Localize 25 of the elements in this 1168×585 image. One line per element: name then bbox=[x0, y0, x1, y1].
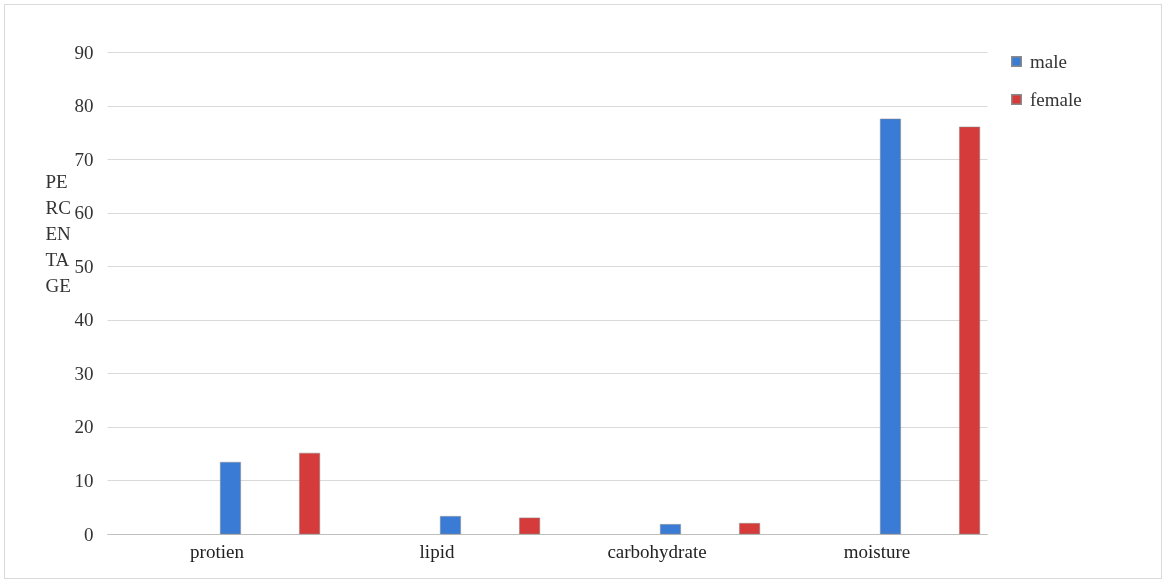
bar bbox=[660, 524, 681, 535]
bar bbox=[440, 516, 461, 535]
y-tick-label: 90 bbox=[74, 41, 94, 63]
legend-label: female bbox=[1030, 88, 1082, 110]
bar bbox=[739, 523, 761, 535]
y-tick-label: 60 bbox=[74, 202, 94, 224]
y-tick-label: 40 bbox=[74, 309, 94, 331]
bar bbox=[519, 517, 541, 535]
y-tick-label: 70 bbox=[74, 148, 94, 170]
y-tick-label: 50 bbox=[74, 255, 94, 277]
y-axis-title: PERCENTAGE bbox=[45, 170, 72, 296]
y-tick-label: 20 bbox=[74, 416, 94, 438]
bar bbox=[959, 126, 981, 535]
legend-label: male bbox=[1030, 50, 1067, 72]
x-tick-label: carbohydrate bbox=[607, 540, 707, 562]
y-tick-label: 10 bbox=[74, 469, 94, 491]
x-tick-label: protien bbox=[190, 540, 245, 562]
x-tick-label: lipid bbox=[419, 540, 455, 562]
y-tick-label: 0 bbox=[84, 523, 94, 545]
y-tick-label: 30 bbox=[74, 362, 94, 384]
y-tick-label: 80 bbox=[74, 95, 94, 117]
bar bbox=[299, 452, 321, 535]
bar bbox=[220, 461, 241, 535]
x-tick-label: moisture bbox=[843, 540, 911, 562]
bar bbox=[880, 118, 901, 535]
